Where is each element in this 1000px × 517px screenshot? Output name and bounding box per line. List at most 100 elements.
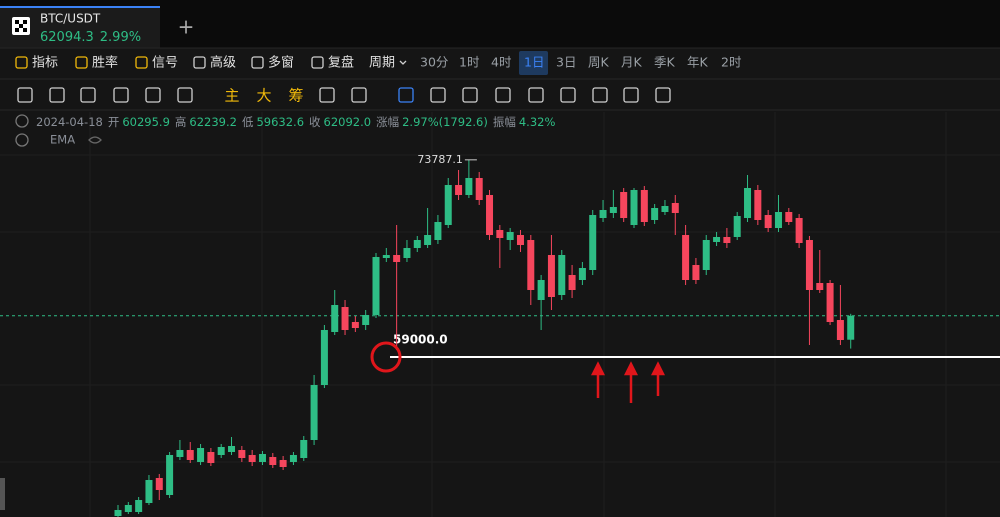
candle-body (155, 478, 163, 490)
tab-price: 62094.3 2.99% (40, 30, 141, 45)
candle-body (671, 203, 679, 213)
period-button[interactable]: 30分 (420, 55, 448, 70)
draw-tool[interactable] (145, 87, 161, 103)
info-value: 59632.6 (256, 115, 304, 129)
tool-button[interactable]: 复盘 (328, 55, 354, 71)
period-button[interactable]: 季K (654, 55, 676, 70)
arrows (590, 361, 666, 403)
draw-tool[interactable] (560, 87, 576, 103)
candle-body (568, 275, 576, 290)
candle-body (145, 480, 153, 503)
indicator: EMA (50, 133, 75, 147)
candle-body (186, 450, 194, 460)
side-handle[interactable] (0, 478, 5, 510)
candle-body (424, 235, 432, 245)
candle-body (300, 440, 308, 458)
candle-body (537, 280, 545, 300)
candle-body (434, 222, 442, 240)
tab-price-value: 62094.3 (40, 30, 94, 45)
tool-button[interactable]: 指标 (32, 56, 58, 71)
tool-button[interactable]: 多窗 (268, 55, 294, 71)
grid (0, 112, 1000, 517)
candle-body (341, 307, 349, 330)
tool-icon (75, 56, 88, 69)
candle-body (228, 446, 236, 452)
period-button[interactable]: 4时 (491, 55, 512, 70)
logo-mark (15, 20, 27, 32)
tab-bar (0, 0, 1000, 48)
period-button[interactable]: 月K (621, 55, 643, 70)
draw-tool[interactable] (430, 87, 446, 103)
info-label: 收 (309, 115, 321, 129)
level-label: 59000.0 (393, 333, 448, 347)
tool-button[interactable]: 高级 (210, 55, 236, 71)
draw-tool[interactable] (462, 87, 478, 103)
candle-body (702, 240, 710, 270)
tool-button[interactable]: 胜率 (92, 55, 118, 71)
info-value: 60295.9 (122, 115, 170, 129)
high-label: 73787.1 (417, 153, 463, 166)
draw-tool[interactable] (351, 87, 367, 103)
candle-body (238, 450, 246, 458)
draw-tool[interactable] (495, 87, 511, 103)
collapse-icon[interactable] (15, 114, 29, 128)
candle-body (393, 255, 401, 262)
candle-body (217, 447, 225, 455)
add-tab[interactable]: + (178, 15, 195, 39)
candle-body (310, 385, 318, 440)
candle-body (114, 510, 122, 516)
draw-tool[interactable] (80, 87, 96, 103)
candle-body (713, 237, 721, 242)
draw-tool[interactable] (592, 87, 608, 103)
draw-tool[interactable] (177, 87, 193, 103)
tool-button[interactable]: 信号 (152, 56, 178, 71)
date: 2024-04-18 (36, 115, 103, 129)
candle-body (547, 255, 555, 297)
info-value: 62239.2 (189, 115, 237, 129)
candle-body (465, 178, 473, 195)
candle-body (836, 320, 844, 340)
candle-body (744, 188, 752, 218)
tool-icon (311, 56, 324, 69)
chip-tool[interactable]: 大 (256, 87, 271, 105)
candle-body (176, 450, 184, 457)
active-period-bg (519, 51, 548, 75)
tab-change: 2.99% (100, 30, 141, 45)
info-label: 开 (108, 115, 120, 129)
draw-tool[interactable] (113, 87, 129, 103)
collapse-icon[interactable] (15, 133, 29, 147)
period-button[interactable]: 1日 (524, 55, 544, 70)
visibility-icon[interactable] (88, 136, 102, 144)
draw-tool[interactable] (528, 87, 544, 103)
period-label[interactable]: 周期 (369, 56, 395, 71)
period-button[interactable]: 3日 (556, 55, 576, 70)
draw-tool[interactable] (398, 87, 414, 103)
tool-icon (193, 56, 206, 69)
drawing-toolbar: 主大筹 (17, 87, 671, 105)
draw-tool[interactable] (49, 87, 65, 103)
info-label: 涨幅 (376, 115, 399, 129)
draw-tool[interactable] (623, 87, 639, 103)
candle-body (558, 255, 566, 295)
candle-body (826, 283, 834, 322)
info-label: 高 (175, 115, 187, 129)
candle-body (805, 240, 813, 290)
period-button[interactable]: 2时 (721, 55, 742, 70)
info-value: 2.97%(1792.6) (402, 115, 488, 129)
period-button[interactable]: 1时 (459, 55, 480, 70)
candle-body (661, 206, 669, 212)
chip-tool[interactable]: 主 (224, 87, 239, 105)
candle-body (795, 218, 803, 243)
candle-body (269, 457, 277, 465)
candle-body (475, 178, 483, 200)
candle-body (785, 212, 793, 222)
chip-tool[interactable]: 筹 (288, 87, 303, 105)
candle-body (609, 207, 617, 213)
period-button[interactable]: 周K (588, 55, 610, 70)
candle-body (847, 315, 855, 340)
draw-tool[interactable] (655, 87, 671, 103)
candle-body (486, 195, 494, 235)
draw-tool[interactable] (17, 87, 33, 103)
period-button[interactable]: 年K (687, 55, 709, 70)
draw-tool[interactable] (319, 87, 335, 103)
